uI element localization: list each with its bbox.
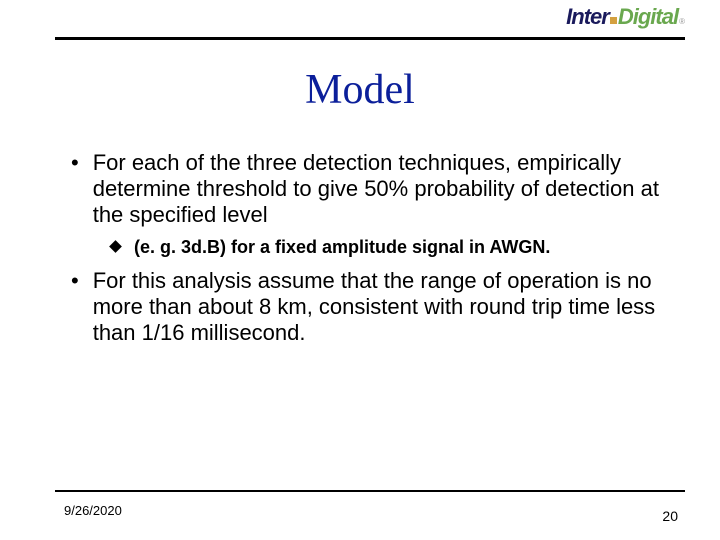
slide-title: Model [0,66,720,114]
logo-dot-icon [610,17,617,24]
bullet-text: For each of the three detection techniqu… [93,150,670,228]
slide: Inter Digital ® Model • For each of the … [0,0,720,540]
bullet-diamond-icon [109,240,122,253]
registered-mark: ® [679,17,685,26]
brand-logo: Inter Digital ® [566,4,685,30]
footer-rule [55,490,685,492]
bullet-text: (e. g. 3d.B) for a fixed amplitude signa… [134,236,550,258]
content-area: • For each of the three detection techni… [65,150,670,354]
bullet-level1: • For this analysis assume that the rang… [65,268,670,346]
header-rule [55,34,685,40]
bullet-dot-icon: • [71,150,79,176]
bullet-level2: (e. g. 3d.B) for a fixed amplitude signa… [111,236,670,258]
logo-text-inter: Inter [566,4,609,30]
footer-date: 9/26/2020 [64,503,122,518]
bullet-text: For this analysis assume that the range … [93,268,670,346]
footer-page-number: 20 [662,508,678,524]
bullet-dot-icon: • [71,268,79,294]
bullet-level1: • For each of the three detection techni… [65,150,670,228]
logo-text-digital: Digital [618,4,678,30]
